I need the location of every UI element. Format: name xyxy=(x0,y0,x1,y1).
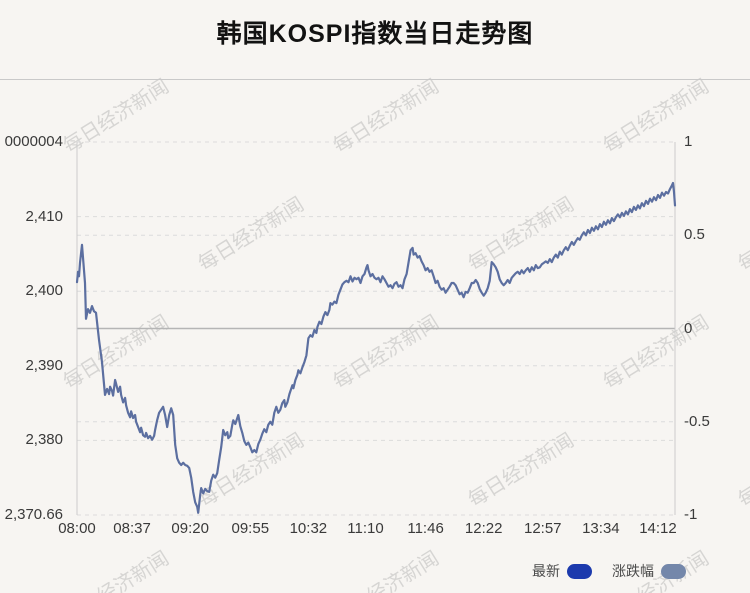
y-axis-left-label: 2,380 xyxy=(25,431,63,449)
legend-label: 涨跌幅 xyxy=(612,563,654,579)
y-axis-left-label: 2,370.66 xyxy=(4,506,63,523)
y-axis-right-label: 0.5 xyxy=(684,226,705,244)
x-axis-time-label: 08:00 xyxy=(58,520,96,537)
y-axis-right-label: 0 xyxy=(684,319,693,337)
y-axis-right-label: -1 xyxy=(684,506,698,523)
legend-item-latest[interactable]: 最新 xyxy=(532,561,592,581)
legend-color-pill-icon xyxy=(567,563,592,579)
x-axis-time-label: 12:57 xyxy=(523,520,562,537)
legend-item-change-pct[interactable]: 涨跌幅 xyxy=(612,561,686,581)
y-axis-left-label: 0000004 xyxy=(4,133,63,150)
x-axis-time-label: 10:32 xyxy=(289,520,328,537)
y-axis-left-label: 2,390 xyxy=(25,356,63,374)
x-axis-time-label: 13:34 xyxy=(582,520,620,537)
page-title: 韩国KOSPI指数当日走势图 xyxy=(216,20,534,48)
y-axis-right-label: 1 xyxy=(684,133,693,150)
price-line-series xyxy=(75,181,677,514)
legend-label: 最新 xyxy=(532,563,560,579)
x-axis-time-label: 11:46 xyxy=(407,520,444,537)
y-axis-left-label: 2,400 xyxy=(25,282,63,300)
legend-color-pill-icon xyxy=(661,563,686,579)
y-axis-left-label: 2,410 xyxy=(25,207,63,225)
y-axis-right-label: -0.5 xyxy=(684,412,710,430)
x-axis-time-label: 11:10 xyxy=(347,520,384,537)
x-axis-time-label: 08:37 xyxy=(113,520,151,537)
x-axis-time-label: 09:55 xyxy=(231,520,270,537)
title-divider xyxy=(0,79,750,80)
x-axis-time-label: 12:22 xyxy=(464,520,503,537)
x-axis-time-label: 14:12 xyxy=(639,520,677,537)
chart-legend: 最新 涨跌幅 xyxy=(532,561,686,581)
x-axis-time-label: 09:20 xyxy=(171,520,209,537)
